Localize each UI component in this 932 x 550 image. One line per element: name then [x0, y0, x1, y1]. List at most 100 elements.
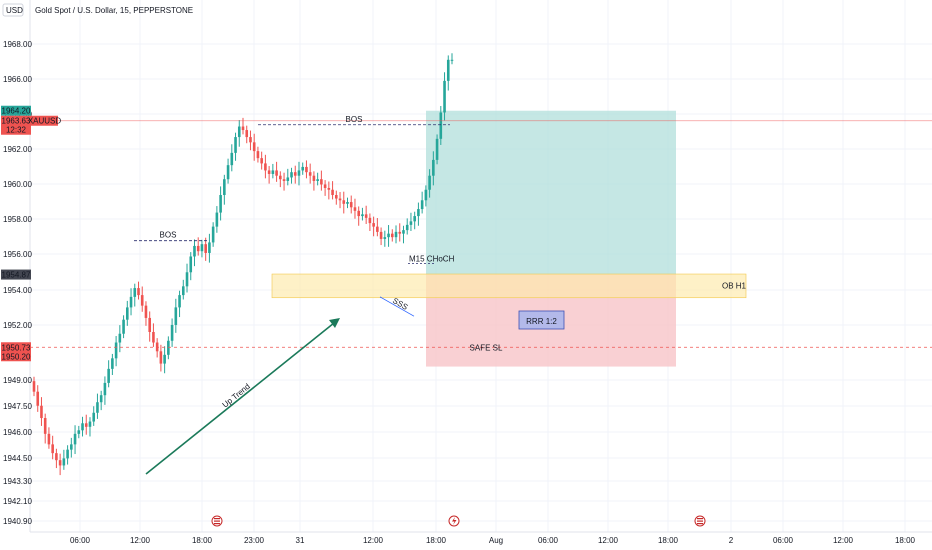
price-label-text: 1950.73 — [2, 343, 31, 352]
candle-body — [36, 391, 40, 406]
candle-body — [77, 430, 81, 434]
candle-body — [226, 165, 230, 180]
candle-body — [211, 226, 215, 243]
candle-body — [174, 307, 178, 325]
candle-body — [428, 175, 431, 190]
candle-body — [364, 214, 368, 218]
price-tick-label: 1954.00 — [3, 286, 32, 295]
candle-body — [267, 170, 271, 174]
lightning-icon[interactable] — [448, 515, 460, 527]
time-tick-label: 18:00 — [895, 536, 916, 545]
candle-body — [40, 405, 43, 419]
candle-body — [66, 449, 69, 459]
candle-body — [323, 184, 327, 188]
candle-body — [279, 175, 282, 180]
candle-body — [361, 214, 364, 217]
take-profit-zone — [426, 110, 676, 275]
candle-body — [204, 244, 207, 253]
candle-body — [316, 179, 319, 181]
trend-arrow-head — [329, 318, 340, 328]
candle-body — [96, 402, 99, 413]
candle-body — [368, 217, 372, 224]
price-tick-label: 1943.30 — [3, 477, 32, 486]
time-tick-label: 18:00 — [658, 536, 679, 545]
candle-body — [443, 80, 446, 113]
price-tick-label: 1946.00 — [3, 428, 32, 437]
sweep-line — [379, 296, 415, 317]
candle-body — [398, 231, 402, 234]
symbol-legend[interactable]: Gold Spot / U.S. Dollar, 15, PEPPERSTONE — [35, 6, 193, 15]
time-tick-label: 2 — [729, 536, 734, 545]
order-block-zone — [271, 273, 747, 299]
bos-label: BOS — [346, 115, 363, 124]
price-label-text: 1950.20 — [2, 352, 31, 361]
candle-body — [327, 187, 331, 190]
price-tick-label: 1952.00 — [3, 321, 32, 330]
time-tick-label: 06:00 — [538, 536, 559, 545]
rrr-label: RRR 1:2 — [526, 317, 557, 326]
safe-sl-label: SAFE SL — [470, 343, 503, 352]
price-tick-label: 1966.00 — [3, 75, 32, 84]
symbol-tag-text: XAUUSD — [28, 117, 62, 126]
candle-body — [357, 210, 360, 217]
candle-body — [92, 412, 96, 422]
price-label-tag — [1, 124, 31, 135]
grid-lines — [30, 0, 932, 532]
candle-body — [420, 200, 424, 210]
price-axis[interactable]: 1968.001966.001964.001962.001960.001958.… — [3, 40, 32, 526]
candle-body — [126, 307, 129, 320]
candle-body — [394, 231, 398, 238]
ob-label: OB H1 — [722, 281, 747, 290]
price-tick-label: 1942.10 — [3, 497, 32, 506]
time-tick-label: Aug — [489, 536, 503, 545]
candle-body — [353, 207, 357, 211]
candle-body — [342, 200, 346, 204]
candle-body — [286, 177, 290, 181]
candle-body — [189, 256, 193, 273]
currency-badge[interactable] — [2, 3, 24, 17]
candle-body — [301, 166, 305, 171]
time-tick-label: 12:00 — [598, 536, 619, 545]
candle-body — [185, 272, 189, 287]
candle-body — [55, 453, 58, 461]
time-axis[interactable]: 06:00 12:00 18:00 23:00 31 12:00 18:00 Aug 06:00… — [70, 536, 916, 545]
candle-body — [152, 331, 155, 343]
price-tick-label: 1947.50 — [3, 402, 32, 411]
candle-body — [193, 245, 196, 257]
price-label-text: 1963.63 — [2, 117, 31, 126]
candle-body — [84, 423, 88, 427]
time-tick-label: 12:00 — [363, 536, 384, 545]
candle-body — [215, 212, 219, 227]
candle-body — [234, 137, 237, 153]
candle-body — [405, 224, 409, 231]
candle-body — [178, 295, 181, 308]
price-label-text: 1964.20 — [2, 107, 31, 116]
candle-body — [320, 179, 323, 185]
us-flag-icon[interactable] — [694, 515, 706, 527]
candle-body — [439, 112, 443, 139]
candle-body — [409, 221, 413, 225]
candle-body — [58, 460, 62, 466]
candle-body — [249, 137, 252, 143]
candle-body — [148, 317, 151, 332]
candle-body — [51, 444, 54, 454]
candle-body — [252, 142, 256, 152]
candle-body — [181, 286, 185, 296]
candle-body — [349, 202, 353, 208]
currency-label[interactable]: USD — [6, 6, 23, 15]
price-labels: 1964.201963.63XAUUSD12:321954.871950.731… — [1, 105, 62, 362]
zones-layer — [271, 110, 747, 367]
candle-body — [140, 295, 144, 306]
candle-body — [167, 340, 170, 355]
price-tick-label: 1962.00 — [3, 145, 32, 154]
candle-body — [446, 59, 450, 81]
candle-body — [256, 151, 260, 159]
candle-body — [62, 458, 66, 466]
candle-body — [144, 305, 148, 318]
candle-body — [450, 59, 454, 61]
time-tick-label: 23:00 — [244, 536, 265, 545]
candle-body — [346, 202, 349, 204]
us-flag-icon[interactable] — [211, 515, 223, 527]
price-tick-label: 1944.50 — [3, 454, 32, 463]
